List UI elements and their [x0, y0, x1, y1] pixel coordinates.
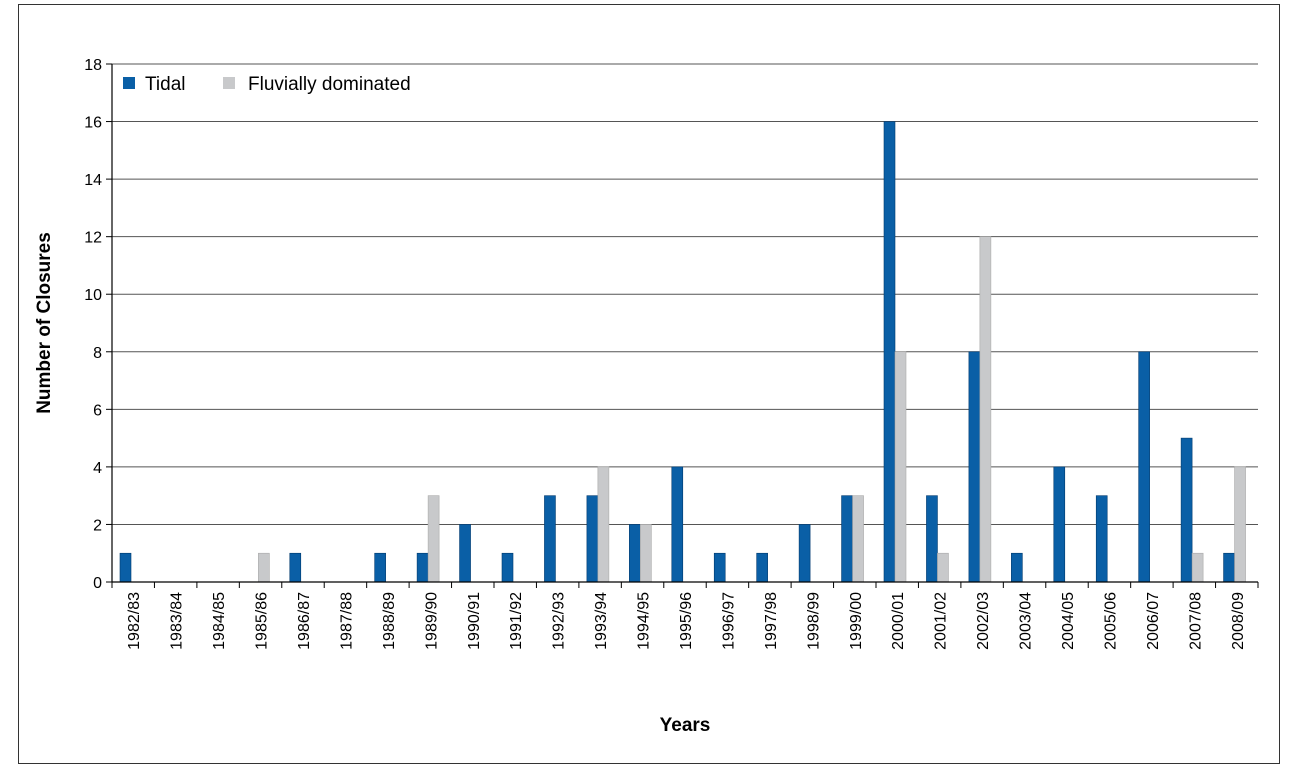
y-tick-labels: 0 2 4 6 8 10 12 14 16 18 [84, 57, 112, 592]
y-tick-label: 10 [84, 287, 102, 304]
x-tick-label: 2000/01 [890, 592, 907, 650]
bar-fluvially-dominated-1985-86 [258, 552, 270, 583]
bar-tidal-2003-04 [1011, 552, 1023, 583]
x-tick-label: 1983/84 [169, 592, 186, 650]
bar-tidal-1990-91 [459, 524, 471, 583]
x-tick-label: 1992/93 [551, 592, 568, 650]
x-tick-label: 2004/05 [1060, 592, 1077, 650]
x-axis-title: Years [660, 715, 711, 736]
bar-fluvially-dominated-2001-02 [937, 552, 949, 583]
bar-fluvially-dominated-2007-08 [1191, 552, 1204, 583]
bar-tidal-2005-06 [1095, 495, 1108, 583]
x-tick-label: 2006/07 [1145, 592, 1162, 650]
y-axis-title: Number of Closures [34, 232, 55, 414]
bars [119, 121, 1246, 583]
bar-tidal-1995-96 [671, 466, 684, 583]
bar-fluvially-dominated-2008-09 [1234, 466, 1246, 583]
bar-fluvially-dominated-2002-03 [979, 236, 992, 583]
x-tick-label: 1999/00 [848, 592, 865, 650]
y-tick-label: 4 [93, 460, 102, 477]
y-tick-label: 6 [93, 402, 102, 419]
x-tick-label: 2003/04 [1018, 592, 1035, 650]
x-tick-label: 1995/96 [678, 592, 695, 650]
y-tick-label: 18 [84, 57, 102, 74]
x-tick-label: 1988/89 [381, 592, 398, 650]
bar-tidal-1989-90 [416, 552, 429, 583]
bar-tidal-2004-05 [1053, 466, 1066, 583]
bar-fluvially-dominated-1993-94 [597, 466, 610, 583]
x-tick-label: 2002/03 [975, 592, 992, 650]
legend: Tidal Fluvially dominated [123, 74, 411, 95]
x-tick-label: 1993/94 [593, 592, 610, 650]
x-tick-label: 1990/91 [466, 592, 483, 650]
bar-tidal-2000-01 [883, 121, 896, 583]
bar-tidal-2007-08 [1180, 437, 1193, 583]
bar-tidal-2002-03 [968, 351, 981, 583]
bar-tidal-2008-09 [1223, 552, 1235, 583]
y-tick-label: 16 [84, 115, 102, 132]
x-tick-label: 1996/97 [720, 592, 737, 650]
bar-fluvially-dominated-1994-95 [640, 524, 652, 583]
axes [111, 64, 1258, 583]
gridlines [112, 63, 1258, 525]
x-tick-label: 1997/98 [763, 592, 780, 650]
x-tick-label: 2007/08 [1187, 592, 1204, 650]
legend-swatch-tidal [123, 77, 135, 89]
bar-fluvially-dominated-1999-00 [852, 495, 864, 583]
legend-label-tidal: Tidal [145, 74, 185, 95]
bar-tidal-1996-97 [713, 552, 726, 583]
bar-tidal-1998-99 [798, 524, 811, 583]
x-tick-label: 1984/85 [211, 592, 228, 650]
bar-tidal-1988-89 [374, 552, 386, 583]
y-tick-label: 2 [93, 517, 102, 534]
x-tick-label: 1994/95 [636, 592, 653, 650]
bar-tidal-1994-95 [629, 524, 641, 583]
x-tick-label: 1986/87 [296, 592, 313, 650]
bar-tidal-1993-94 [586, 495, 599, 583]
bar-tidal-1999-00 [841, 495, 853, 583]
x-tick-label: 1991/92 [508, 592, 525, 650]
x-tick-labels: 1982/83 1983/84 1984/85 1985/86 1986/87 1987/… [111, 582, 1259, 650]
x-tick-label: 1987/88 [338, 592, 355, 650]
y-tick-label: 14 [84, 172, 102, 189]
legend-swatch-fluvially-dominated [223, 77, 235, 89]
x-tick-label: 2005/06 [1102, 592, 1119, 650]
x-tick-label: 1989/90 [423, 592, 440, 650]
x-tick-label: 1985/86 [254, 592, 271, 650]
x-tick-label: 1982/83 [126, 592, 143, 650]
legend-label-fluvially-dominated: Fluvially dominated [248, 74, 411, 95]
bar-tidal-1982-83 [119, 552, 132, 583]
bar-fluvially-dominated-1989-90 [427, 495, 440, 583]
bar-tidal-2001-02 [926, 495, 938, 583]
y-tick-label: 12 [84, 230, 102, 247]
bar-tidal-2006-07 [1138, 351, 1150, 583]
bar-tidal-1991-92 [501, 552, 514, 583]
y-tick-label: 0 [93, 575, 102, 592]
y-tick-label: 8 [93, 345, 102, 362]
bar-fluvially-dominated-2000-01 [894, 351, 907, 583]
bar-tidal-1986-87 [289, 552, 302, 583]
x-tick-label: 2008/09 [1230, 592, 1247, 650]
bar-tidal-1997-98 [756, 552, 768, 583]
x-tick-label: 2001/02 [933, 592, 950, 650]
bar-tidal-1992-93 [544, 495, 556, 583]
x-tick-label: 1998/99 [805, 592, 822, 650]
chart-frame [18, 4, 1280, 764]
